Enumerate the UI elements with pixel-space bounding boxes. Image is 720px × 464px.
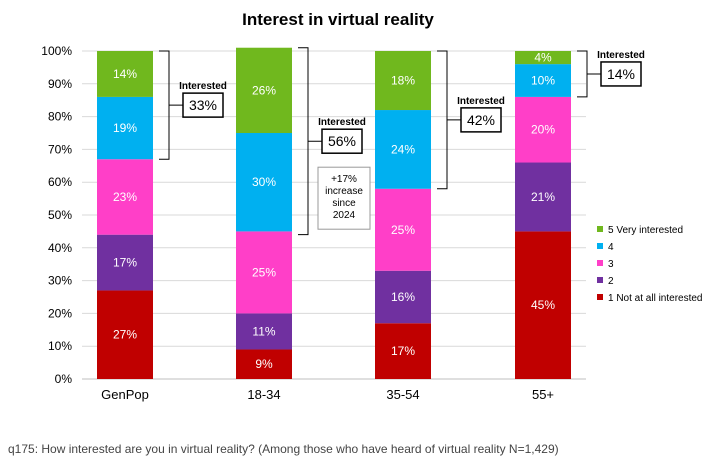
bar-segment xyxy=(515,162,571,232)
increase-note-line: increase xyxy=(325,186,363,197)
interested-bracket xyxy=(159,50,183,160)
segment-label: 30% xyxy=(252,175,276,189)
bar-segment xyxy=(515,96,571,163)
legend-label: 4 xyxy=(608,242,614,253)
y-tick-label: 40% xyxy=(48,241,72,255)
bar-segment xyxy=(236,47,292,133)
interested-bracket xyxy=(577,50,601,98)
legend-swatch xyxy=(597,260,603,266)
increase-note-box xyxy=(317,166,371,230)
bar-segment xyxy=(236,349,292,379)
interested-bracket xyxy=(437,50,461,190)
interested-label: Interested xyxy=(318,117,366,128)
bar-segment xyxy=(375,188,431,271)
legend-label: 3 xyxy=(608,259,614,270)
legend-label: 2 xyxy=(608,276,614,287)
increase-note-line: +17% xyxy=(331,174,357,185)
segment-label: 19% xyxy=(113,121,137,135)
bar-segment xyxy=(97,234,153,291)
legend-label: 1 Not at all interested xyxy=(608,293,703,304)
segment-label: 18% xyxy=(391,74,415,88)
legend-label: 5 Very interested xyxy=(608,225,683,236)
segment-label: 24% xyxy=(391,142,415,156)
bar-segment xyxy=(375,110,431,189)
x-axis: GenPop 18-34 35-54 55+ xyxy=(101,387,554,402)
interested-value: 14% xyxy=(607,66,635,82)
y-tick-label: 20% xyxy=(48,306,72,320)
y-tick-label: 100% xyxy=(41,44,72,58)
interested-value: 33% xyxy=(189,97,217,113)
bar-segment xyxy=(515,51,571,65)
bar-segment xyxy=(236,133,292,232)
segment-label: 14% xyxy=(113,67,137,81)
segment-label: 11% xyxy=(252,324,275,338)
segment-label: 23% xyxy=(113,190,137,204)
y-tick-label: 30% xyxy=(48,274,72,288)
legend-swatch xyxy=(597,243,603,249)
y-tick-label: 10% xyxy=(48,339,72,353)
segment-label: 9% xyxy=(255,357,273,371)
x-tick-label: 55+ xyxy=(532,387,554,402)
segment-label: 16% xyxy=(391,290,415,304)
annotations: Interested 33% Interested 56% +17%increasesi… xyxy=(159,47,645,236)
x-tick-label: 18-34 xyxy=(247,387,280,402)
bar-segment xyxy=(97,159,153,235)
y-tick-label: 0% xyxy=(55,372,73,386)
increase-note-line: 2024 xyxy=(333,210,356,221)
bar-segment xyxy=(97,51,153,97)
bar-segment xyxy=(97,96,153,160)
legend-swatch xyxy=(597,226,603,232)
interested-label: Interested xyxy=(457,96,505,107)
bar-segment xyxy=(236,231,292,314)
segment-label: 27% xyxy=(113,328,137,342)
x-tick-label: GenPop xyxy=(101,387,149,402)
interested-value: 56% xyxy=(328,133,356,149)
bar-segment xyxy=(236,313,292,350)
interested-value-box xyxy=(460,107,502,133)
y-tick-label: 90% xyxy=(48,77,72,91)
chart-title: Interest in virtual reality xyxy=(242,10,434,29)
bar-segment xyxy=(375,51,431,111)
bars: 27% 17% 23% 19% 14% 9% 11% 25% 30% 26% 17% 16% 25% 24… xyxy=(97,47,571,379)
interested-bracket xyxy=(298,47,322,236)
y-tick-label: 70% xyxy=(48,142,72,156)
interested-label: Interested xyxy=(179,81,227,92)
bar-segment xyxy=(515,64,571,97)
y-axis: 0% 10% 20% 30% 40% 50% 60% 70% 80% 90% 100% xyxy=(41,44,72,386)
segment-label: 26% xyxy=(252,83,276,97)
interested-value: 42% xyxy=(467,112,495,128)
interested-value-box xyxy=(600,61,642,87)
interested-value-box xyxy=(321,128,363,154)
y-tick-label: 60% xyxy=(48,175,72,189)
segment-label: 25% xyxy=(391,223,415,237)
legend: 5 Very interested 4 3 2 1 Not at all interes… xyxy=(597,225,703,304)
segment-label: 4% xyxy=(534,51,552,65)
y-tick-label: 50% xyxy=(48,208,72,222)
segment-label: 21% xyxy=(531,190,555,204)
interested-value-box xyxy=(182,92,224,118)
segment-label: 25% xyxy=(252,265,276,279)
segment-label: 45% xyxy=(531,298,555,312)
bar-segment xyxy=(515,231,571,379)
footnote: q175: How interested are you in virtual … xyxy=(8,442,559,456)
segment-label: 17% xyxy=(391,344,415,358)
bar-segment xyxy=(375,323,431,379)
increase-note-line: since xyxy=(332,198,356,209)
y-tick-label: 80% xyxy=(48,110,72,124)
legend-swatch xyxy=(597,277,603,283)
bar-segment xyxy=(97,290,153,379)
x-tick-label: 35-54 xyxy=(386,387,419,402)
segment-label: 20% xyxy=(531,123,555,137)
legend-swatch xyxy=(597,294,603,300)
segment-label: 10% xyxy=(531,74,555,88)
segment-label: 17% xyxy=(113,256,137,270)
interested-label: Interested xyxy=(597,50,645,61)
bar-segment xyxy=(375,270,431,324)
